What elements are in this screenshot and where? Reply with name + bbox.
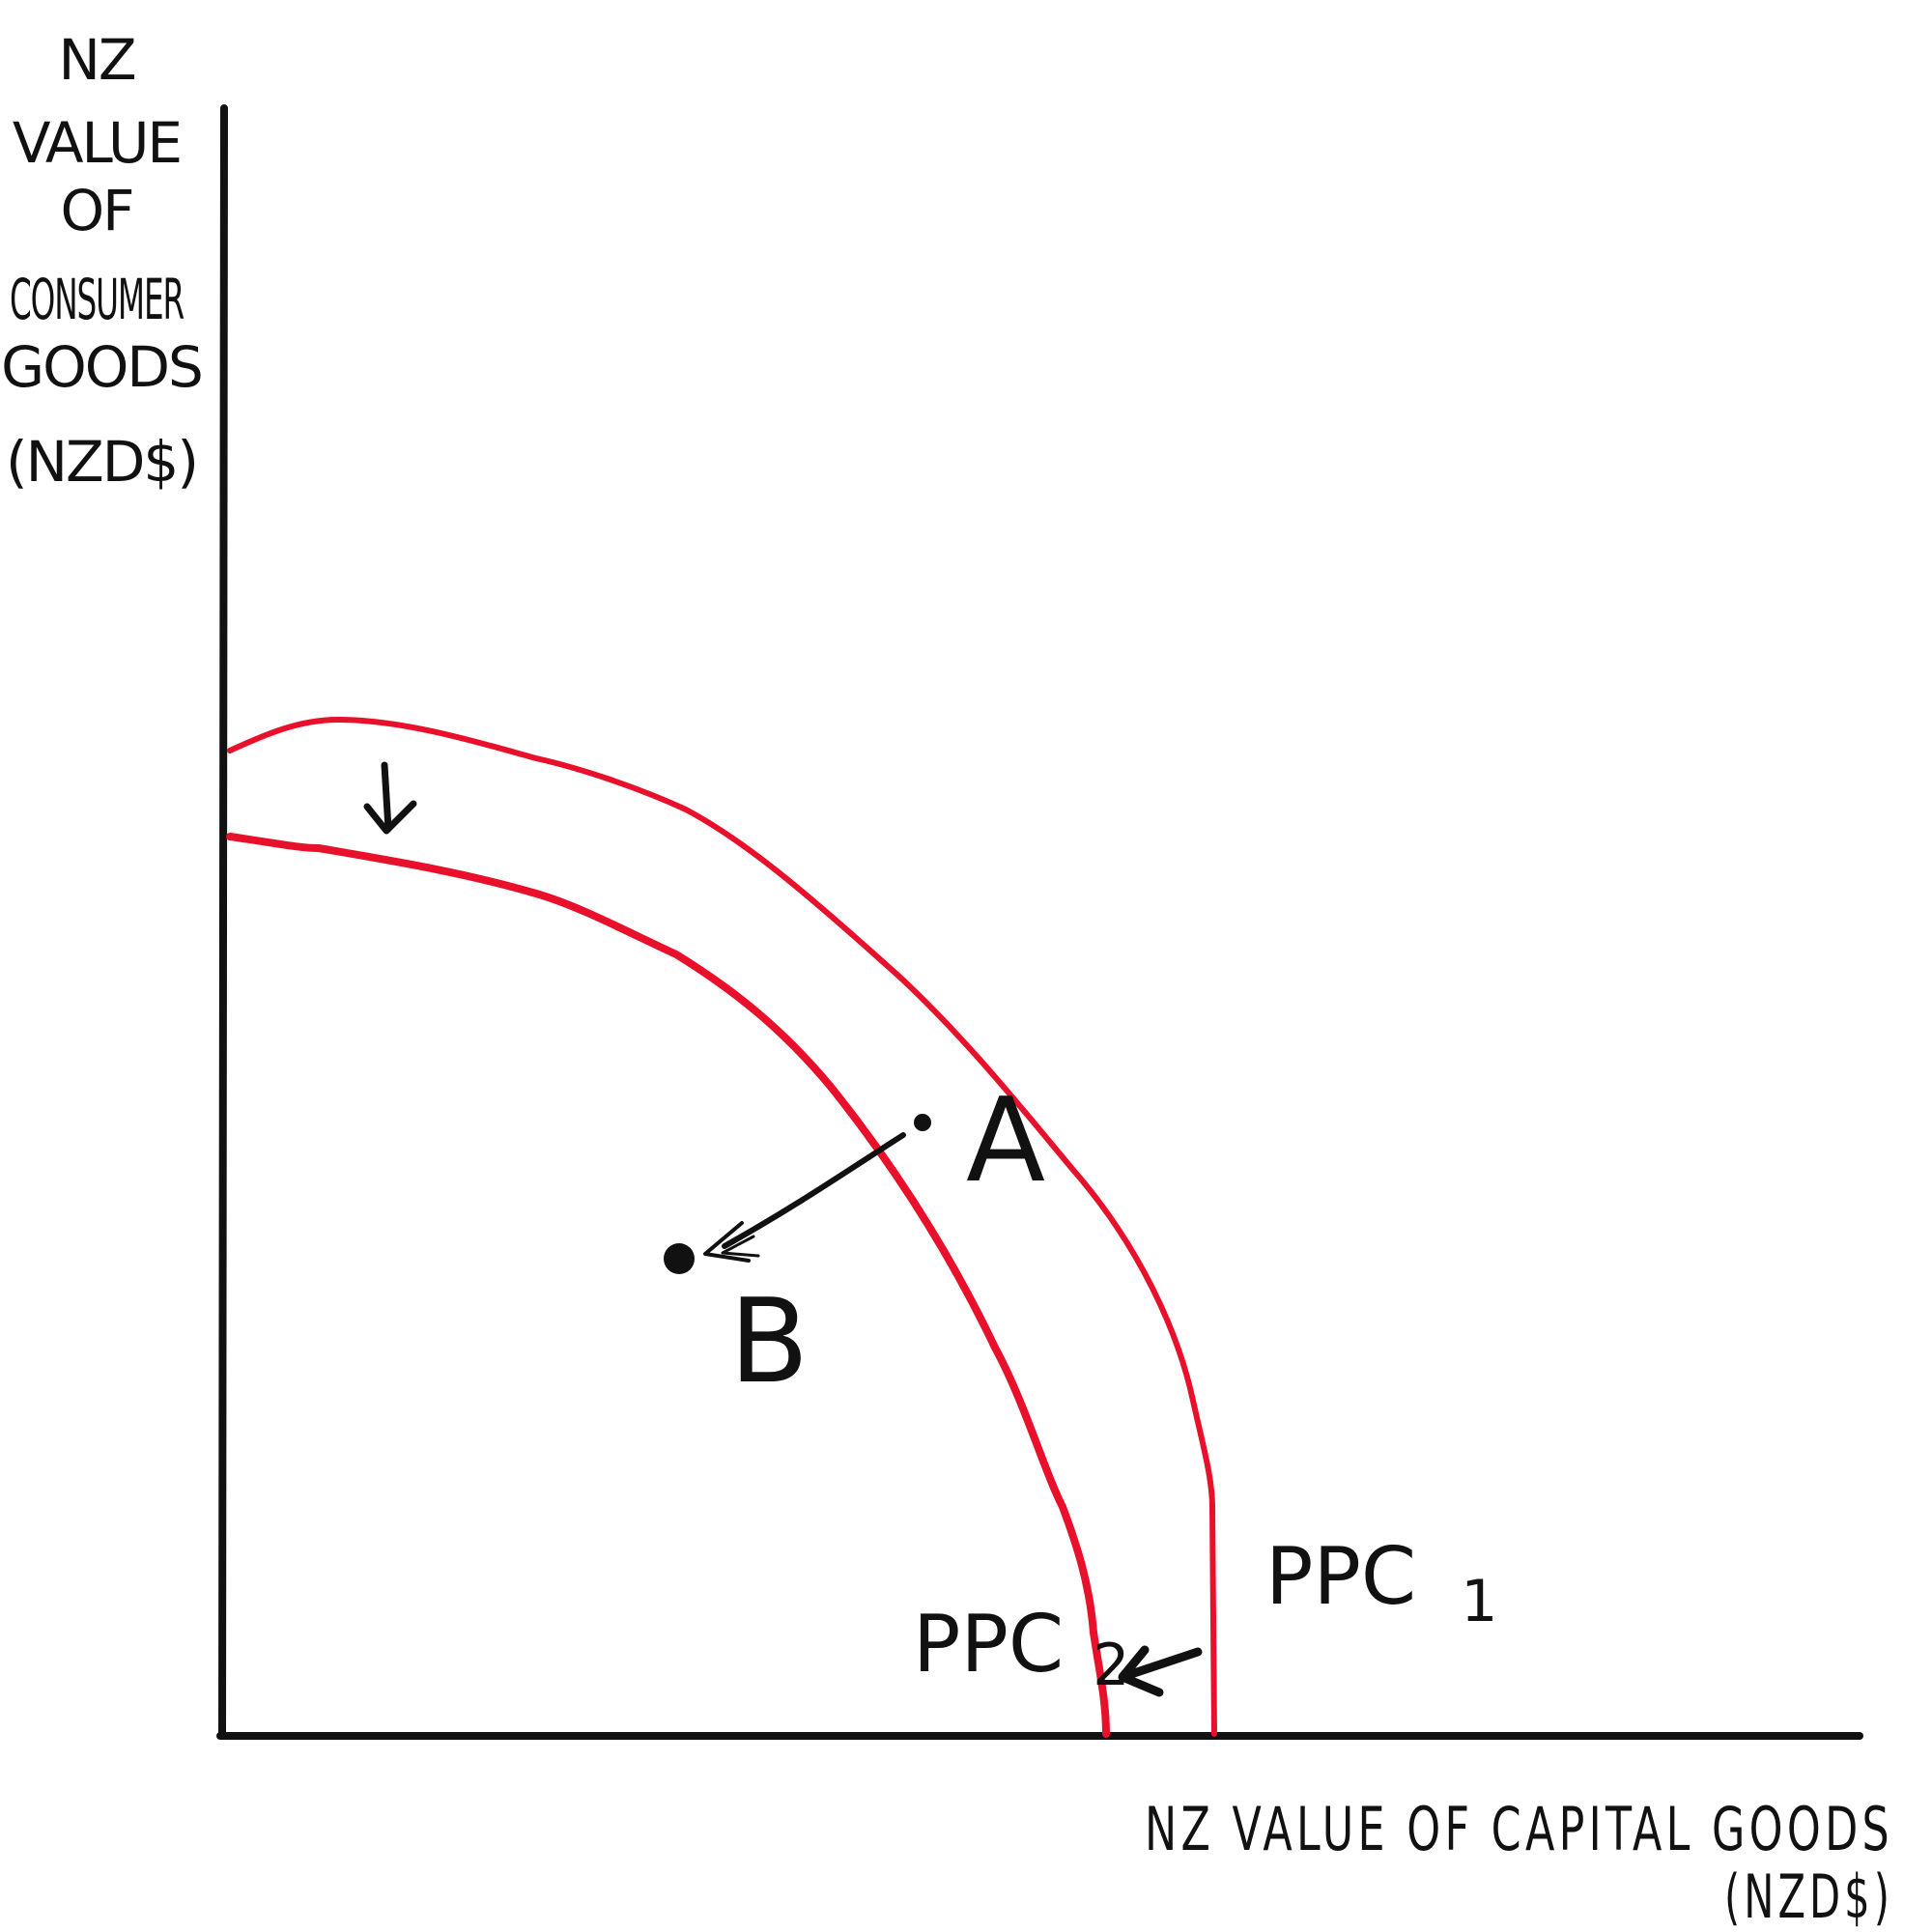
x-axis-label: NZ VALUE OF CAPITAL GOODS (NZD$) (1145, 1794, 1893, 1932)
x-axis-label-line-2: (NZD$) (1724, 1861, 1893, 1932)
ppc1-label-subscript: 1 (1461, 1568, 1497, 1635)
ppc1-curve (227, 716, 1217, 1737)
point-a-label: A (966, 1074, 1045, 1208)
y-axis-label: NZ VALUE OF CONSUMER GOODS (NZD$) (1, 27, 204, 495)
point-b-label: B (729, 1275, 809, 1409)
ppc2-label: PPC 2 (913, 1599, 1129, 1699)
shift-down-arrow (363, 761, 417, 835)
movement-arrow-a-to-b (703, 1132, 906, 1263)
point-b (664, 1243, 695, 1274)
ppc1-label-main: PPC (1265, 1531, 1416, 1623)
point-a (914, 1114, 931, 1131)
y-axis-label-line-2: VALUE (13, 110, 181, 176)
ppc2-label-subscript: 2 (1093, 1632, 1129, 1699)
x-axis-label-line-1: NZ VALUE OF CAPITAL GOODS (1145, 1794, 1893, 1864)
shift-left-arrow (1118, 1645, 1203, 1697)
y-axis-label-line-5: GOODS (1, 334, 202, 400)
y-axis-label-line-4: CONSUMER (10, 267, 184, 332)
ppc2-label-main: PPC (913, 1599, 1064, 1690)
y-axis (218, 104, 228, 1738)
ppc1-label: PPC 1 (1265, 1531, 1497, 1635)
y-axis-label-line-1: NZ (58, 27, 134, 93)
ppc2-curve (226, 833, 1110, 1738)
y-axis-label-line-6: (NZD$) (6, 429, 197, 495)
y-axis-label-line-3: OF (60, 178, 132, 243)
